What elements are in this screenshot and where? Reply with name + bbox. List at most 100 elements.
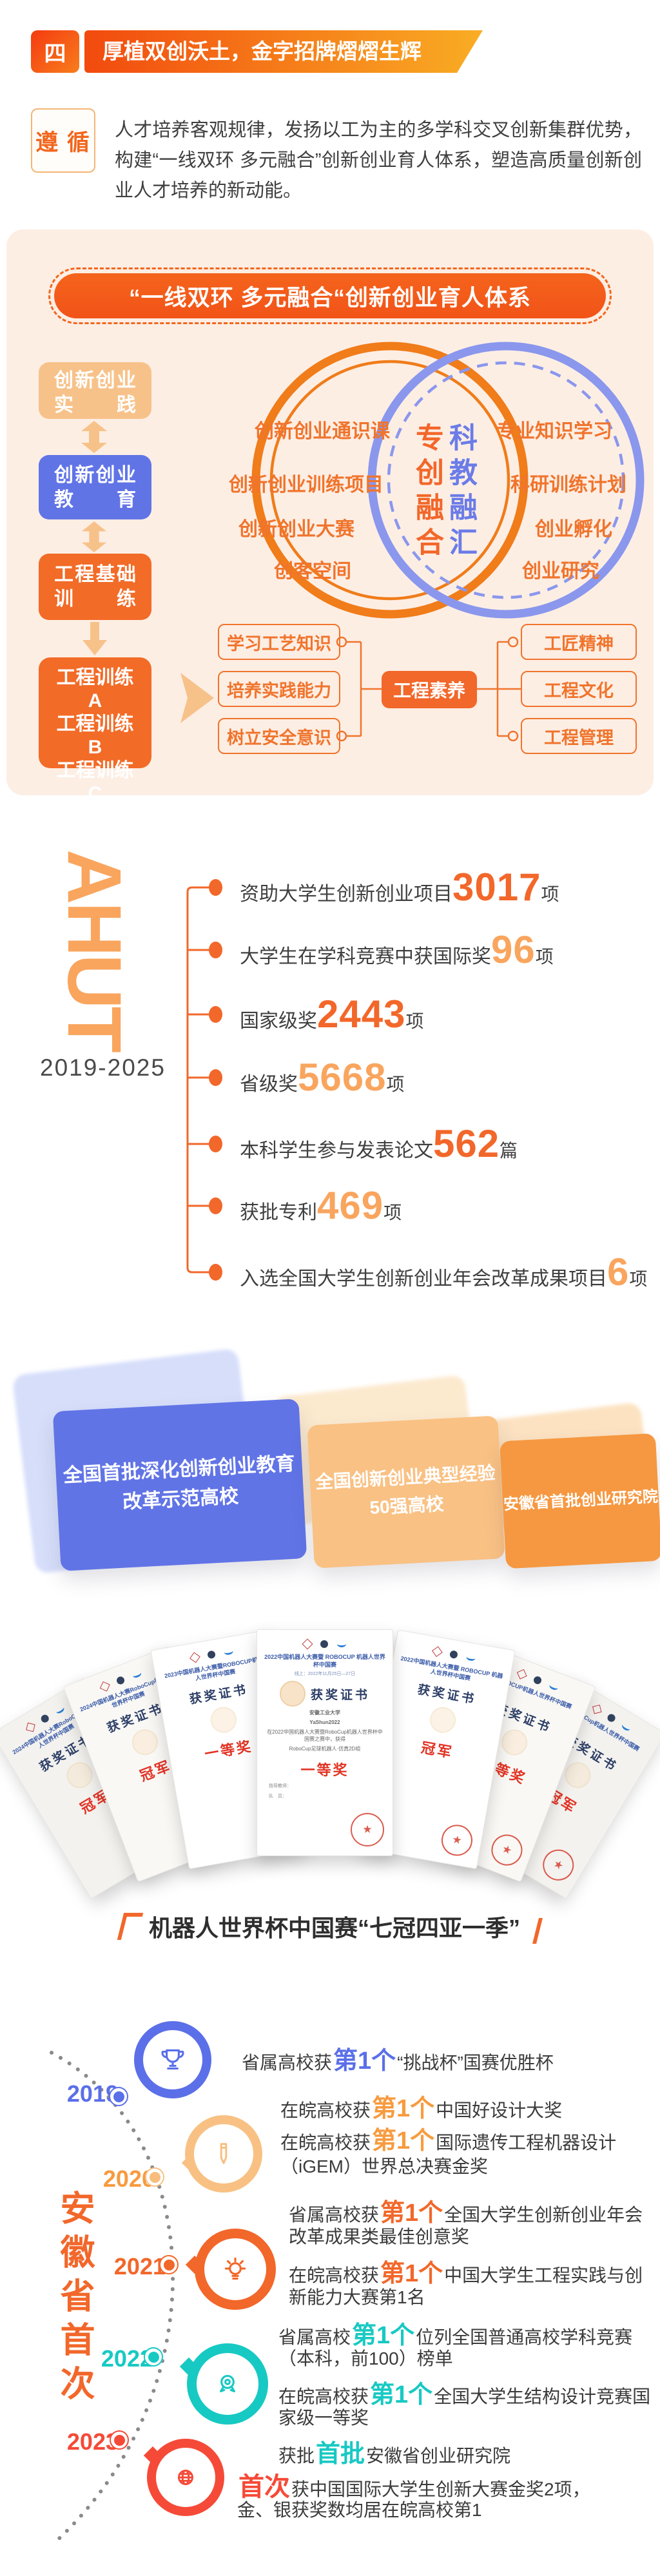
mascot-icon (427, 1705, 458, 1735)
bulb-icon (195, 2229, 276, 2310)
timeline-year: 2023 (66, 2428, 119, 2455)
caption-left-bracket-icon (117, 1913, 144, 1940)
timeline-year: 2020 (102, 2165, 155, 2192)
intro-paragraph: 人才培养客观规律，发扬以工为主的多学科交叉创新集群优势，构建“一线双环 多元融合… (115, 120, 642, 201)
seal-icon: ★ (487, 1830, 527, 1870)
timeline-entry-2019: 省属高校获 第1个 “挑战杯”国赛优胜杯 (242, 2048, 554, 2075)
intro-label-box: 遵 循 (31, 108, 95, 173)
stat-item: 本科学生参与发表论文562篇 (240, 1122, 518, 1165)
stat-dot (209, 1069, 222, 1086)
venn-left-item: 创客空间 (274, 561, 351, 582)
swoosh-logo-icon (621, 1721, 632, 1732)
timeline-side-label: 安徽省首次 (55, 2190, 93, 2409)
dot-core (113, 2091, 124, 2102)
diamond-logo-icon (26, 1722, 35, 1732)
stat-item: 大学生在学科竞赛中获国际奖96项 (240, 928, 554, 971)
down-arrow-icon (82, 622, 107, 655)
trophy-icon (134, 2021, 211, 2098)
cert-logos (264, 1638, 386, 1650)
flow-output: 工程文化 (521, 671, 637, 707)
seal-icon: ★ (537, 1843, 580, 1886)
flow-input: 学习工艺知识 (218, 624, 340, 660)
diamond-logo-icon (431, 1646, 443, 1657)
globe-icon (147, 2439, 224, 2516)
robocup-logo-icon (320, 1640, 328, 1648)
swoosh-logo-icon (465, 1653, 476, 1661)
stat-dot (209, 1006, 222, 1023)
swoosh-logo-icon (337, 1641, 346, 1647)
flow-output: 工程管理 (521, 718, 637, 754)
right-arrow-icon (180, 673, 214, 723)
mascot-icon (128, 1725, 162, 1759)
stat-item: 国家级奖2443项 (240, 993, 424, 1036)
venn-diagram (251, 342, 645, 619)
timeline-year: 2022 (101, 2345, 153, 2372)
diamond-logo-icon (592, 1704, 602, 1714)
dot-core (149, 2171, 160, 2183)
double-arrow-icon (81, 421, 107, 453)
system-banner: “一线双环 多元融合“创新创业育人体系 (54, 273, 606, 318)
ladder-box-basic-training: 工程基础 训练 (39, 554, 151, 620)
flow-input: 树立安全意识 (218, 718, 340, 754)
dot-core (163, 2259, 175, 2271)
brand-wordmark: AHUT (52, 849, 137, 1051)
diamond-logo-icon (516, 1669, 527, 1680)
mascot-icon (497, 1725, 531, 1759)
stat-dot (209, 1264, 222, 1281)
diamond-logo-icon (99, 1681, 110, 1692)
dot-core (148, 2351, 159, 2363)
venn-left-item: 创新创业通识课 (255, 421, 390, 442)
timeline-year-dot (110, 2430, 129, 2450)
flow-hub: 工程素养 (382, 671, 477, 708)
intro-label: 遵 循 (35, 130, 91, 155)
venn-left-item: 创新创业训练项目 (229, 474, 383, 496)
flow-input: 培养实践能力 (218, 671, 340, 707)
swoosh-logo-icon (54, 1704, 66, 1715)
diamond-logo-icon (302, 1638, 313, 1650)
venn-core-left: 专创融合 (411, 423, 443, 562)
venn-core-right: 科教融汇 (445, 423, 476, 562)
timeline-year-dot (144, 2347, 163, 2367)
period-label: 2019-2025 (40, 1054, 166, 1081)
certificates-caption: 机器人世界杯中国赛“七冠四亚一季” (0, 1909, 660, 1944)
stat-dot (209, 879, 222, 896)
robocup-logo-icon (206, 1650, 216, 1660)
flow-output: 工匠精神 (521, 624, 637, 660)
timeline-year-dot (109, 2087, 128, 2106)
robocup-logo-icon (115, 1675, 126, 1686)
stat-item: 获批专利469项 (240, 1184, 402, 1227)
robocup-logo-icon (532, 1675, 543, 1685)
swoosh-logo-icon (131, 1669, 142, 1680)
system-panel: “一线双环 多元融合“创新创业育人体系 创新创业 实践 创新创业 教育 工程基础… (6, 229, 654, 851)
timeline-entry-2020: 在皖高校获 第1个 中国好设计大奖 在皖高校获 第1个 国际遗传工程机器设计 （iGEM… (280, 2095, 617, 2176)
swoosh-logo-icon (548, 1681, 559, 1691)
stat-dot (209, 1136, 222, 1152)
training-abcd-box: 工程训练A 工程训练B 工程训练C 工程训练D (39, 657, 151, 851)
section-index: 四 (44, 41, 66, 66)
system-banner-outline: “一线双环 多元融合“创新创业育人体系 (48, 267, 612, 324)
timeline-year-dot (145, 2167, 164, 2187)
seal-icon: ★ (351, 1813, 384, 1846)
ladder-box-practice: 创新创业 实践 (39, 362, 151, 419)
timeline-year: 2021 (113, 2253, 166, 2280)
venn-right-item: 创业孵化 (535, 519, 612, 540)
ladder-box-education: 创新创业 教育 (39, 455, 151, 519)
honor-card: 安徽省首批创业研究院 (499, 1433, 660, 1569)
mascot-icon (279, 1681, 306, 1707)
robocup-logo-icon (449, 1650, 458, 1660)
seal-icon: ★ (439, 1822, 475, 1859)
timeline-entry-2022: 省属高校 第1个 位列全国普通高校学科竞赛 （本科，前100）榜单 在皖高校获 第1个… (278, 2322, 651, 2468)
venn-right-item: 专业知识学习 (496, 421, 612, 442)
stat-item: 资助大学生创新创业项目3017项 (240, 866, 559, 909)
caption-right-bracket-icon (526, 1918, 543, 1944)
pencil-icon (185, 2115, 262, 2193)
venn-left-item: 创新创业大赛 (238, 519, 354, 540)
section-title-banner: 厚植双创沃土，金字招牌熠熠生辉 (84, 30, 483, 73)
stat-dot (209, 942, 222, 958)
medal-icon (187, 2343, 268, 2425)
certificate-center: 2022中国机器人大赛暨 ROBOCUP 机器人世界杯中国赛 线上：2022年1… (257, 1629, 393, 1856)
swoosh-logo-icon (223, 1647, 233, 1656)
mascot-icon (208, 1705, 238, 1735)
honor-card: 全国首批深化创新创业教育 改革示范高校 (52, 1399, 307, 1571)
